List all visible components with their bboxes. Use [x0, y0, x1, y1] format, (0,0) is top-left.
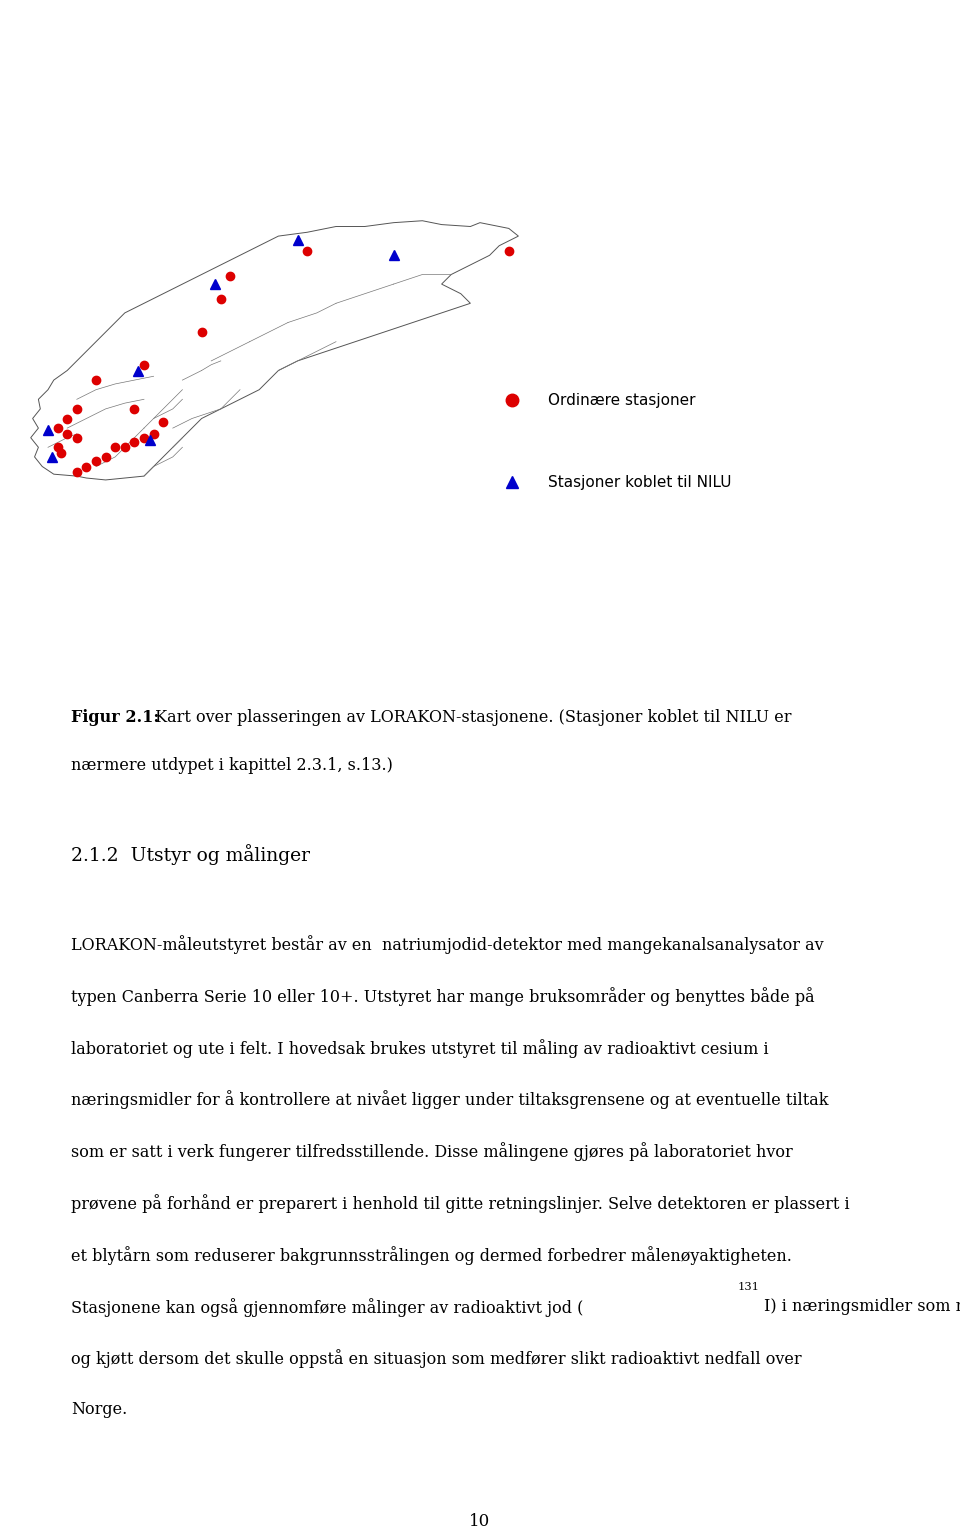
Text: næringsmidler for å kontrollere at nivået ligger under tiltaksgrensene og at eve: næringsmidler for å kontrollere at nivåe… [71, 1090, 828, 1109]
Text: Ordinære stasjoner: Ordinære stasjoner [547, 393, 695, 408]
Text: nærmere utdypet i kapittel 2.3.1, s.13.): nærmere utdypet i kapittel 2.3.1, s.13.) [71, 758, 393, 775]
Text: typen Canberra Serie 10 eller 10+. Utstyret har mange bruksområder og benyttes b: typen Canberra Serie 10 eller 10+. Utsty… [71, 987, 815, 1006]
Text: prøvene på forhånd er preparert i henhold til gitte retningslinjer. Selve detekt: prøvene på forhånd er preparert i henhol… [71, 1194, 850, 1214]
Text: og kjøtt dersom det skulle oppstå en situasjon som medfører slikt radioaktivt ne: og kjøtt dersom det skulle oppstå en sit… [71, 1349, 802, 1369]
Text: Stasjoner koblet til NILU: Stasjoner koblet til NILU [547, 474, 732, 490]
Polygon shape [31, 220, 518, 480]
Text: som er satt i verk fungerer tilfredsstillende. Disse målingene gjøres på laborat: som er satt i verk fungerer tilfredsstil… [71, 1143, 793, 1161]
Text: I) i næringsmidler som melk: I) i næringsmidler som melk [764, 1298, 960, 1315]
Text: 2.1.2  Utstyr og målinger: 2.1.2 Utstyr og målinger [71, 844, 310, 865]
Text: 131: 131 [737, 1281, 759, 1292]
Text: LORAKON-måleutstyret består av en  natriumjodid-detektor med mangekanalsanalysat: LORAKON-måleutstyret består av en natriu… [71, 935, 824, 955]
Text: Stasjonene kan også gjennomføre målinger av radioaktivt jod (: Stasjonene kan også gjennomføre målinger… [71, 1298, 584, 1317]
Text: Figur 2.1:: Figur 2.1: [71, 708, 159, 725]
Text: et blytårn som reduserer bakgrunnsstrålingen og dermed forbedrer målenøyaktighet: et blytårn som reduserer bakgrunnsstråli… [71, 1246, 792, 1264]
Text: 10: 10 [469, 1512, 491, 1529]
Text: laboratoriet og ute i felt. I hovedsak brukes utstyret til måling av radioaktivt: laboratoriet og ute i felt. I hovedsak b… [71, 1040, 769, 1058]
Text: Kart over plasseringen av LORAKON-stasjonene. (Stasjoner koblet til NILU er: Kart over plasseringen av LORAKON-stasjo… [150, 708, 791, 725]
Text: Norge.: Norge. [71, 1401, 128, 1418]
